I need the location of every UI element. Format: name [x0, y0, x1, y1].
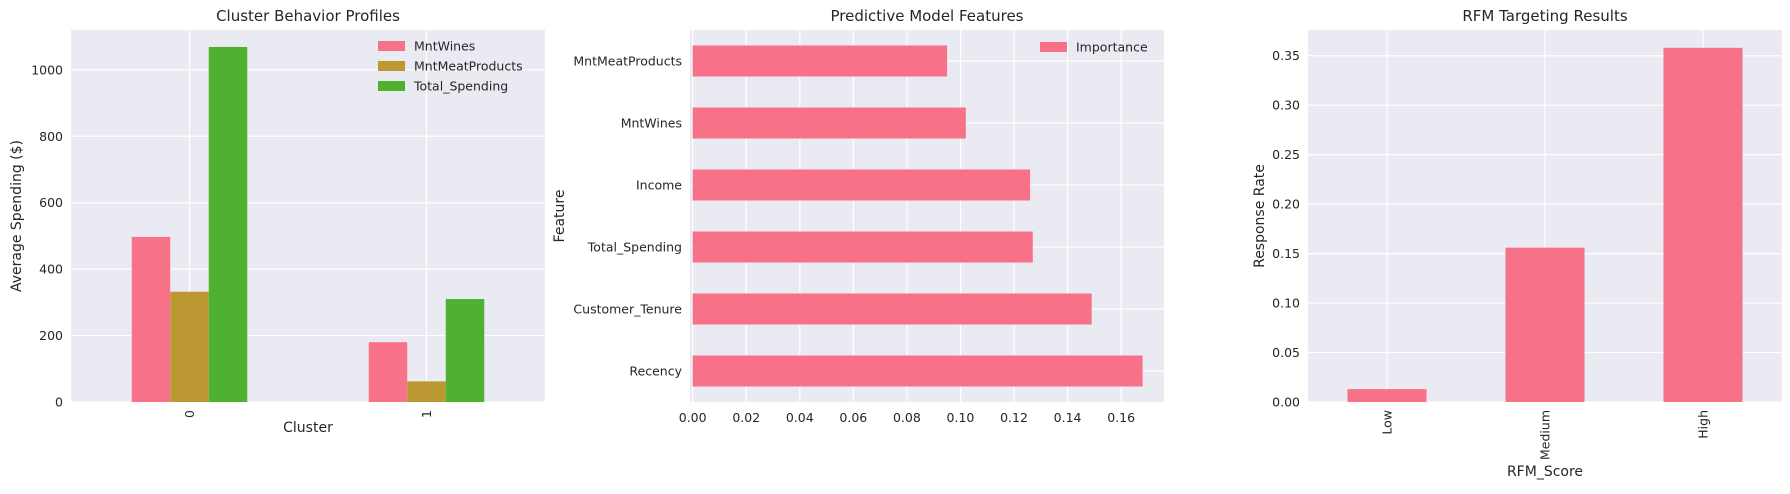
y-tick-label: 0.30: [1272, 98, 1300, 113]
bar-MntMeatProducts: [692, 45, 948, 77]
y-tick-label: 0: [55, 395, 63, 410]
bar-MntWines-0: [131, 236, 171, 402]
x-tick-label: 0.10: [947, 410, 975, 425]
y-axis-label: Response Rate: [1252, 164, 1268, 268]
y-tick-label: 0.00: [1272, 395, 1300, 410]
x-axis-label: Cluster: [283, 420, 333, 436]
bar-Total_Spending-1: [445, 299, 485, 402]
legend-label: Total_Spending: [413, 79, 508, 94]
x-tick-label: 0.12: [1000, 410, 1028, 425]
y-tick-label: Customer_Tenure: [573, 302, 682, 317]
x-tick-label: Low: [1380, 410, 1395, 435]
x-tick-label: 0.00: [679, 410, 707, 425]
y-tick-label: 400: [39, 262, 63, 277]
legend-swatch-Total_Spending: [378, 81, 405, 91]
y-tick-label: Income: [636, 178, 682, 193]
bar-MntMeatProducts-1: [407, 381, 446, 402]
bar-MntMeatProducts-0: [170, 291, 209, 402]
y-tick-label: Recency: [629, 364, 682, 379]
bar-MntWines-1: [368, 342, 408, 402]
x-axis-label: RFM_Score: [1507, 464, 1583, 480]
y-tick-label: 800: [39, 129, 63, 144]
legend-label: MntWines: [414, 39, 475, 54]
chart-title: RFM Targeting Results: [1462, 7, 1627, 25]
bar-Medium: [1505, 247, 1585, 402]
bar-Customer_Tenure: [692, 293, 1092, 325]
y-tick-label: MntWines: [621, 116, 682, 131]
legend-swatch-Importance: [1040, 42, 1067, 52]
bar-Recency: [692, 355, 1143, 387]
y-tick-label: 0.35: [1272, 48, 1300, 63]
x-tick-label: 0: [182, 410, 197, 418]
bar-Total_Spending: [692, 231, 1033, 263]
y-tick-label: MntMeatProducts: [573, 54, 682, 69]
bar-High: [1663, 47, 1743, 403]
y-tick-label: 1000: [31, 62, 63, 77]
x-tick-label: Medium: [1538, 410, 1553, 460]
y-tick-label: 600: [39, 195, 63, 210]
x-tick-label: 0.16: [1107, 410, 1135, 425]
y-tick-label: 0.05: [1272, 345, 1300, 360]
x-tick-label: High: [1696, 410, 1711, 439]
y-axis-label: Feature: [552, 190, 568, 243]
legend-label: Importance: [1076, 40, 1148, 55]
x-tick-label: 0.06: [839, 410, 867, 425]
x-tick-label: 0.04: [786, 410, 814, 425]
chart-title: Cluster Behavior Profiles: [216, 7, 400, 25]
bar-Income: [692, 169, 1031, 201]
y-tick-label: 0.10: [1272, 296, 1300, 311]
x-tick-label: 0.08: [893, 410, 921, 425]
x-tick-label: 0.14: [1054, 410, 1082, 425]
legend-label: MntMeatProducts: [414, 59, 523, 74]
y-tick-label: 0.20: [1272, 197, 1300, 212]
x-tick-label: 1: [419, 410, 434, 418]
y-tick-label: 200: [39, 328, 63, 343]
legend-swatch-MntWines: [378, 41, 405, 51]
y-tick-label: Total_Spending: [587, 240, 682, 255]
chart-title: Predictive Model Features: [830, 7, 1023, 25]
bar-Low: [1347, 389, 1427, 402]
y-tick-label: 0.15: [1272, 246, 1300, 261]
y-tick-label: 0.25: [1272, 147, 1300, 162]
y-axis-label: Average Spending ($): [9, 140, 25, 292]
legend-swatch-MntMeatProducts: [378, 61, 405, 71]
x-tick-label: 0.02: [732, 410, 760, 425]
bar-Total_Spending-0: [208, 46, 248, 403]
bar-MntWines: [692, 107, 966, 139]
plot-area: [690, 30, 1164, 402]
